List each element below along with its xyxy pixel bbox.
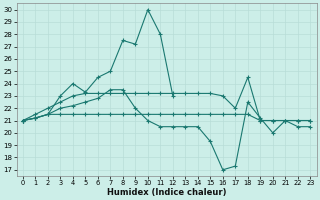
X-axis label: Humidex (Indice chaleur): Humidex (Indice chaleur) [107, 188, 226, 197]
